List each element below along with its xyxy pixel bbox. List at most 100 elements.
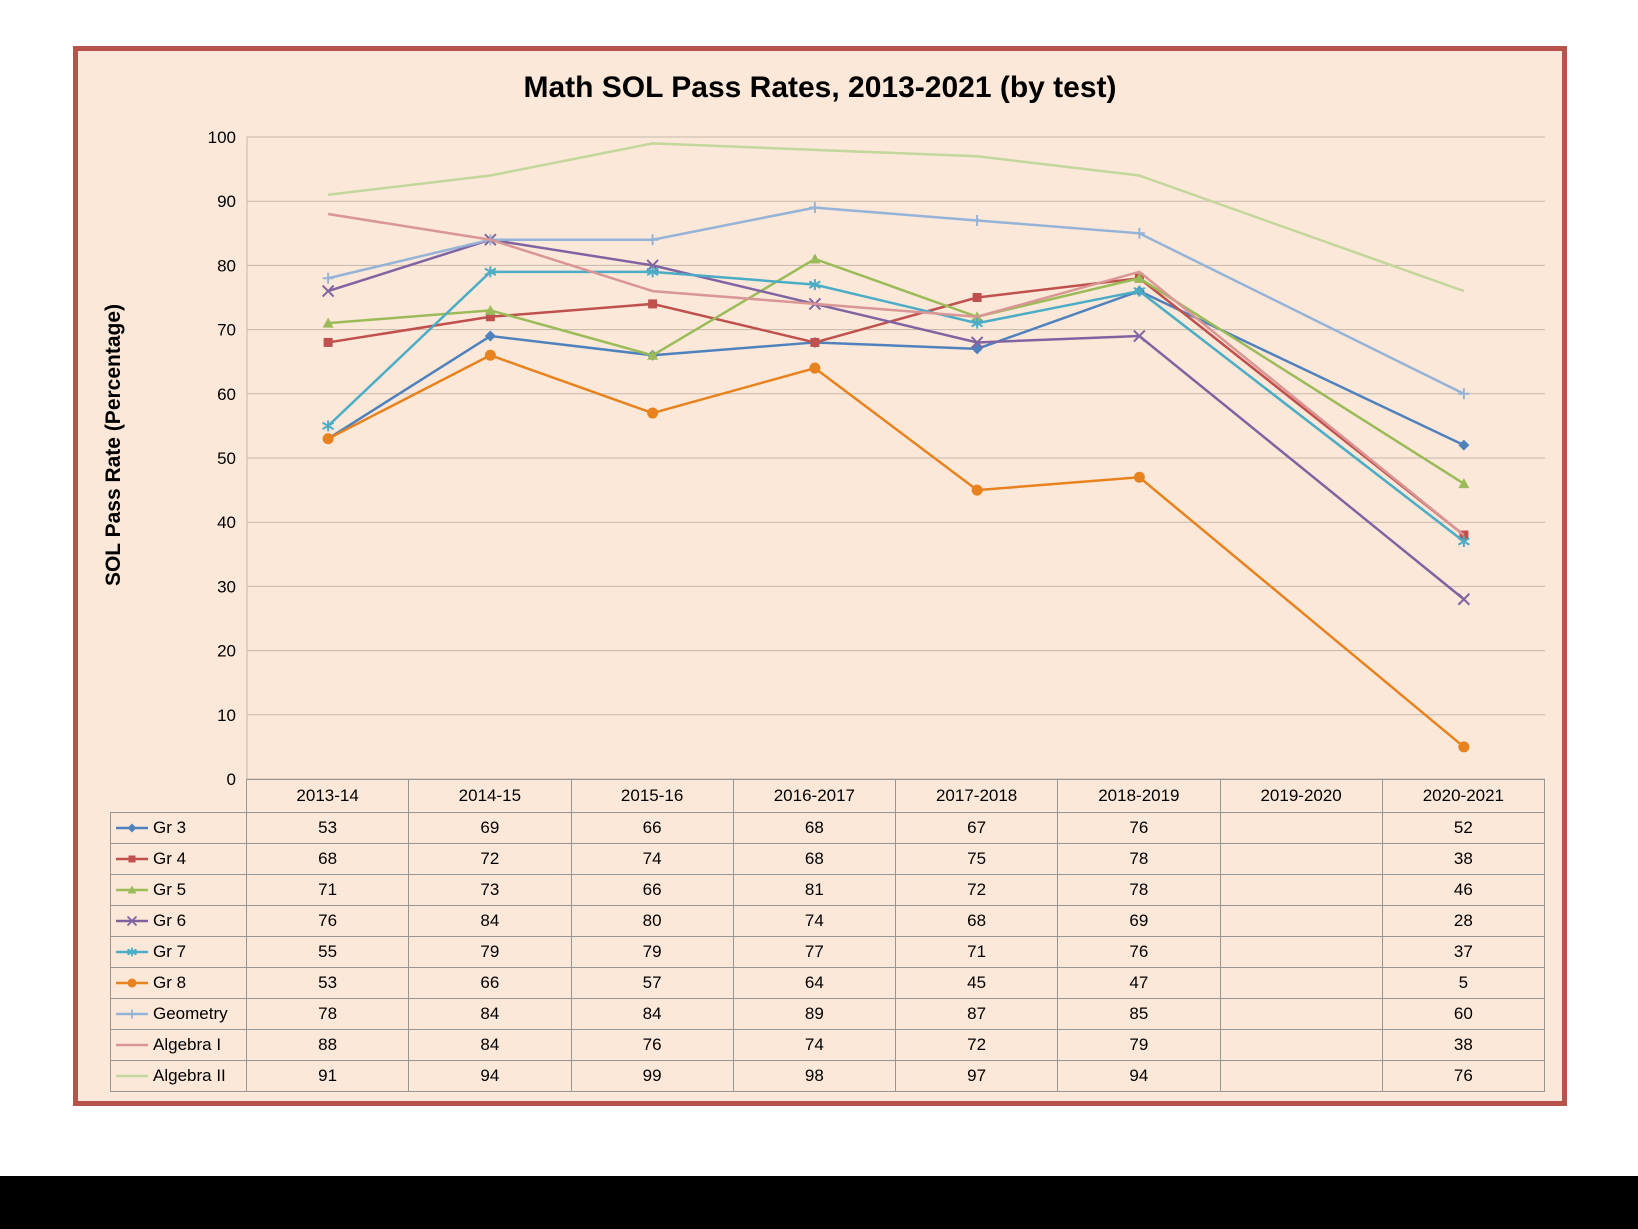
table-value-cell: 53 bbox=[247, 813, 410, 844]
table-header-cell: 2019-2020 bbox=[1220, 779, 1383, 813]
series-gr-4 bbox=[323, 273, 1469, 540]
table-value-cell: 71 bbox=[247, 875, 410, 906]
table-value-cell: 74 bbox=[571, 844, 734, 875]
table-value-cell: 94 bbox=[1058, 1061, 1221, 1092]
series-algebra-ii bbox=[327, 142, 1465, 293]
legend-label: Algebra II bbox=[153, 1066, 226, 1085]
table-value-cell: 79 bbox=[1058, 1030, 1221, 1061]
table-value-cell: 87 bbox=[896, 999, 1059, 1030]
table-header-cell: 2018-2019 bbox=[1058, 779, 1221, 813]
table-value-cell bbox=[1220, 813, 1383, 844]
table-value-cell: 77 bbox=[733, 937, 896, 968]
table-value-cell: 68 bbox=[247, 844, 410, 875]
table-value-cell: 84 bbox=[409, 1030, 572, 1061]
y-tick-label: 30 bbox=[217, 577, 236, 596]
table-value-cell: 60 bbox=[1382, 999, 1545, 1030]
legend-key-icon bbox=[116, 947, 148, 957]
table-value-cell: 66 bbox=[409, 968, 572, 999]
table-value-cell: 74 bbox=[733, 906, 896, 937]
legend-label: Geometry bbox=[153, 1004, 228, 1023]
table-value-cell: 76 bbox=[247, 906, 410, 937]
table-value-cell: 76 bbox=[1058, 937, 1221, 968]
legend-key-icon bbox=[116, 1074, 148, 1078]
table-value-cell: 71 bbox=[896, 937, 1059, 968]
table-value-cell: 76 bbox=[1382, 1061, 1545, 1092]
legend-label: Algebra I bbox=[153, 1035, 222, 1054]
table-value-cell: 74 bbox=[733, 1030, 896, 1061]
table-value-cell: 84 bbox=[571, 999, 734, 1030]
table-value-cell: 68 bbox=[733, 813, 896, 844]
chart-frame: Math SOL Pass Rates, 2013-2021 (by test)… bbox=[73, 46, 1567, 1106]
table-value-cell: 69 bbox=[409, 813, 572, 844]
gridlines: 0 10 20 30 40 50 60 70 80 90 100 bbox=[208, 128, 1545, 789]
table-value-cell: 55 bbox=[247, 937, 410, 968]
table-value-cell bbox=[1220, 1030, 1383, 1061]
y-tick-label: 70 bbox=[217, 321, 236, 340]
series-gr-5 bbox=[322, 253, 1470, 489]
table-value-cell bbox=[1220, 968, 1383, 999]
table-header-cell: 2016-2017 bbox=[733, 779, 896, 813]
legend-cell: Algebra I bbox=[110, 1030, 247, 1061]
series-gr-8 bbox=[322, 349, 1470, 753]
table-value-cell: 76 bbox=[1058, 813, 1221, 844]
table-header-cell: 2014-15 bbox=[409, 779, 572, 813]
table-header-cell: 2015-16 bbox=[571, 779, 734, 813]
table-value-cell bbox=[1220, 875, 1383, 906]
table-value-cell: 72 bbox=[409, 844, 572, 875]
chart-data-table: 2013-14 2014-15 2015-16 2016-2017 2017-2018 2… bbox=[110, 779, 1545, 1092]
table-value-cell: 97 bbox=[896, 1061, 1059, 1092]
legend-cell: Gr 4 bbox=[110, 844, 247, 875]
legend-key-icon bbox=[116, 885, 148, 894]
legend-cell: Geometry bbox=[110, 999, 247, 1030]
table-value-cell: 73 bbox=[409, 875, 572, 906]
table-value-cell: 38 bbox=[1382, 844, 1545, 875]
table-value-cell: 38 bbox=[1382, 1030, 1545, 1061]
table-value-cell bbox=[1220, 1061, 1383, 1092]
legend-cell: Algebra II bbox=[110, 1061, 247, 1092]
table-value-cell: 67 bbox=[896, 813, 1059, 844]
y-tick-label: 100 bbox=[208, 128, 236, 147]
table-value-cell: 84 bbox=[409, 906, 572, 937]
table-value-cell: 89 bbox=[733, 999, 896, 1030]
legend-key-icon bbox=[116, 1043, 148, 1047]
y-tick-label: 40 bbox=[217, 513, 236, 532]
series-gr-7 bbox=[322, 266, 1470, 547]
table-value-cell: 80 bbox=[571, 906, 734, 937]
legend-key-icon bbox=[116, 823, 148, 833]
y-tick-label: 0 bbox=[227, 770, 236, 789]
table-value-cell bbox=[1220, 844, 1383, 875]
table-value-cell: 78 bbox=[1058, 875, 1221, 906]
table-value-cell: 79 bbox=[409, 937, 572, 968]
table-value-cell: 64 bbox=[733, 968, 896, 999]
legend-label: Gr 4 bbox=[153, 849, 187, 868]
table-value-cell: 57 bbox=[571, 968, 734, 999]
table-value-cell: 78 bbox=[1058, 844, 1221, 875]
table-value-cell: 75 bbox=[896, 844, 1059, 875]
table-value-cell: 78 bbox=[247, 999, 410, 1030]
table-value-cell: 84 bbox=[409, 999, 572, 1030]
table-value-cell: 88 bbox=[247, 1030, 410, 1061]
table-value-cell: 53 bbox=[247, 968, 410, 999]
table-header-cell: 2013-14 bbox=[247, 779, 410, 813]
y-tick-label: 60 bbox=[217, 385, 236, 404]
y-tick-label: 10 bbox=[217, 706, 236, 725]
table-value-cell: 66 bbox=[571, 875, 734, 906]
series-gr-6 bbox=[321, 233, 1471, 606]
legend-label: Gr 8 bbox=[153, 973, 187, 992]
legend-label: Gr 7 bbox=[153, 942, 187, 961]
table-value-cell: 5 bbox=[1382, 968, 1545, 999]
table-value-cell: 46 bbox=[1382, 875, 1545, 906]
table-value-cell: 47 bbox=[1058, 968, 1221, 999]
y-tick-label: 20 bbox=[217, 642, 236, 661]
table-value-cell: 79 bbox=[571, 937, 734, 968]
table-value-cell: 99 bbox=[571, 1061, 734, 1092]
table-value-cell: 91 bbox=[247, 1061, 410, 1092]
legend-cell: Gr 3 bbox=[110, 813, 247, 844]
legend-cell: Gr 8 bbox=[110, 968, 247, 999]
bottom-black-bar bbox=[0, 1176, 1638, 1229]
table-value-cell: 76 bbox=[571, 1030, 734, 1061]
legend-key-icon bbox=[116, 915, 148, 927]
table-header-cell: 2017-2018 bbox=[896, 779, 1059, 813]
legend-label: Gr 3 bbox=[153, 818, 187, 837]
table-value-cell bbox=[1220, 937, 1383, 968]
